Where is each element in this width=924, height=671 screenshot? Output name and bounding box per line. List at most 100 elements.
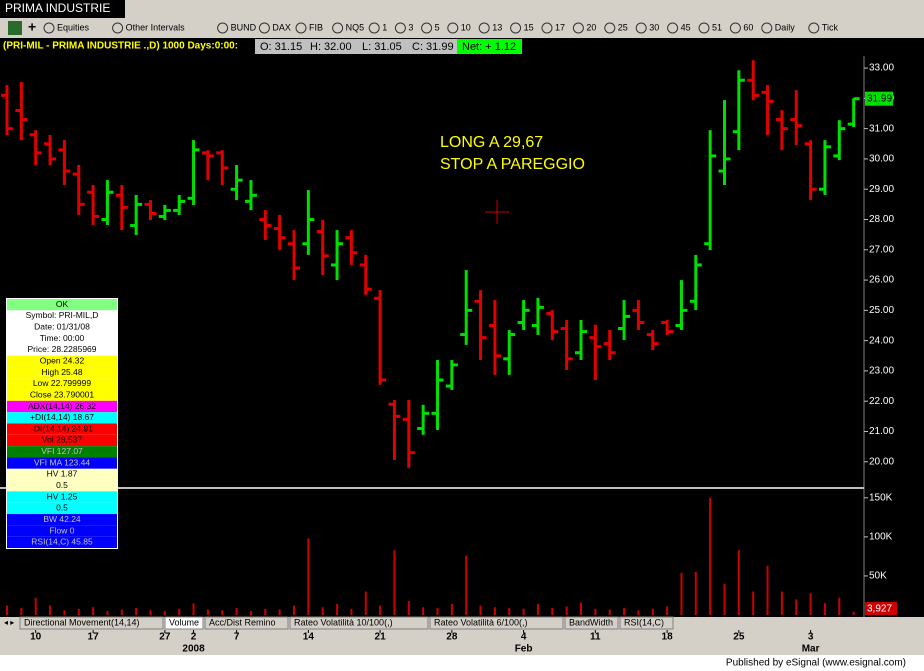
- toolbar-button[interactable]: 3: [408, 22, 413, 32]
- data-window-text: High 25.48: [41, 367, 82, 377]
- toolbar-icon: [729, 22, 741, 34]
- tab-label[interactable]: Acc/Dist Remino: [209, 617, 276, 627]
- tab-label[interactable]: Rateo Volatilità 6/100(,): [434, 617, 528, 627]
- tab[interactable]: [164, 616, 204, 630]
- toolbar-button[interactable]: 60: [743, 22, 753, 32]
- quote-value: H: 32.00: [310, 41, 352, 53]
- data-window-text: 0.5: [56, 480, 68, 490]
- annotation: LONG A 29,67: [440, 134, 543, 151]
- tab-label[interactable]: RSI(14,C): [624, 617, 664, 627]
- tab[interactable]: [619, 616, 674, 630]
- toolbar-button[interactable]: Tick: [822, 22, 839, 32]
- x-tick-label: 14: [303, 632, 315, 643]
- toolbar-button[interactable]: 5: [435, 22, 440, 32]
- volume-bar: [149, 610, 152, 615]
- volume-bar: [6, 605, 8, 615]
- y-tick-label: 28.00: [869, 214, 894, 225]
- month-label: Mar: [802, 644, 820, 655]
- x-tick-label: 27: [159, 632, 171, 643]
- net-change: Net: + 1.12: [462, 41, 516, 53]
- toolbar-button[interactable]: Other Intervals: [126, 22, 186, 32]
- volume-bar: [680, 572, 683, 615]
- volume-bar: [450, 604, 453, 615]
- volume-bar: [206, 609, 209, 615]
- volume-bar: [178, 608, 181, 615]
- toolbar-button[interactable]: BUND: [231, 22, 257, 32]
- data-window-text: Price: 28.2285969: [28, 344, 97, 354]
- data-window-text: Close 23.790001: [30, 389, 95, 399]
- data-window-row: [7, 491, 117, 503]
- title-tab[interactable]: [0, 0, 125, 18]
- tab-label[interactable]: Volume: [169, 617, 199, 627]
- toolbar-icon: [604, 22, 616, 34]
- volume-bar: [536, 604, 539, 615]
- toolbar-button[interactable]: 25: [618, 22, 628, 32]
- toolbar-button[interactable]: DAX: [272, 22, 291, 32]
- toolbar-button[interactable]: Equities: [57, 22, 90, 32]
- volume-bar: [120, 609, 123, 615]
- volume-tick-label: 100K: [869, 532, 893, 543]
- volume-bar: [852, 611, 855, 615]
- data-window-text: -DI(14,14) 24.91: [31, 423, 93, 433]
- volume-bar: [637, 610, 640, 615]
- volume-bar: [823, 603, 826, 615]
- toolbar-button[interactable]: 17: [555, 22, 565, 32]
- data-window-row: [7, 412, 117, 424]
- tab-label[interactable]: Rateo Volatilità 10/100(,): [294, 617, 393, 627]
- tab-label[interactable]: BandWidth: [569, 617, 613, 627]
- volume-bar: [350, 608, 353, 615]
- data-window-text: 0.5: [56, 503, 68, 513]
- data-window-text: VFI 127.07: [41, 446, 83, 456]
- data-window-row: [7, 366, 117, 379]
- toolbar-button[interactable]: 15: [524, 22, 534, 32]
- toolbar-button[interactable]: 30: [649, 22, 659, 32]
- tab[interactable]: [19, 616, 164, 630]
- footer-bar: [0, 655, 924, 671]
- tab[interactable]: [289, 616, 429, 630]
- net-box: [457, 39, 522, 54]
- toolbar-icon[interactable]: +: [28, 19, 36, 35]
- toolbar-button[interactable]: 1: [382, 22, 387, 32]
- toolbar-button[interactable]: FIB: [309, 22, 323, 32]
- volume-bar: [20, 607, 23, 615]
- tab[interactable]: [204, 616, 289, 630]
- toolbar-button[interactable]: 20: [586, 22, 596, 32]
- data-window-row: [7, 344, 117, 356]
- data-window-row: [7, 514, 117, 526]
- toolbar-button[interactable]: Daily: [775, 22, 796, 32]
- toolbar-button[interactable]: 45: [681, 22, 691, 32]
- x-axis: [0, 630, 924, 655]
- data-window-row: [7, 502, 117, 515]
- volume-bar: [479, 605, 482, 615]
- volume-readout: 3,927: [867, 604, 892, 615]
- toolbar-button[interactable]: 10: [461, 22, 471, 32]
- toolbar-button[interactable]: 51: [712, 22, 722, 32]
- toolbar-icon: [572, 22, 584, 34]
- toolbar-button[interactable]: NQ5: [346, 22, 365, 32]
- chart-area: [0, 38, 924, 617]
- tab[interactable]: [564, 616, 619, 630]
- volume-bar: [780, 591, 783, 615]
- month-label: 2008: [182, 644, 205, 655]
- volume-bar: [77, 608, 80, 615]
- data-window-row: [7, 332, 117, 345]
- toolbar-icon[interactable]: [8, 21, 22, 35]
- volume-bar: [92, 607, 95, 615]
- data-window-text: OK: [56, 299, 69, 309]
- toolbar-icon: [808, 22, 820, 34]
- tab[interactable]: [429, 616, 564, 630]
- data-window-text: +DI(14,14) 18.67: [30, 412, 94, 422]
- volume-bar: [221, 610, 224, 615]
- quote-box: [255, 39, 457, 54]
- volume-bar: [235, 607, 238, 615]
- y-tick-label: 22.00: [869, 396, 894, 407]
- tab-label[interactable]: Directional Movement(14,14): [24, 617, 140, 627]
- tab-scroll[interactable]: ◂ ▸: [4, 618, 14, 627]
- volume-bar: [623, 607, 626, 615]
- toolbar-button[interactable]: 13: [492, 22, 502, 32]
- volume-bar: [594, 608, 597, 615]
- volume-bar: [249, 611, 252, 615]
- toolbar-icon: [43, 22, 55, 34]
